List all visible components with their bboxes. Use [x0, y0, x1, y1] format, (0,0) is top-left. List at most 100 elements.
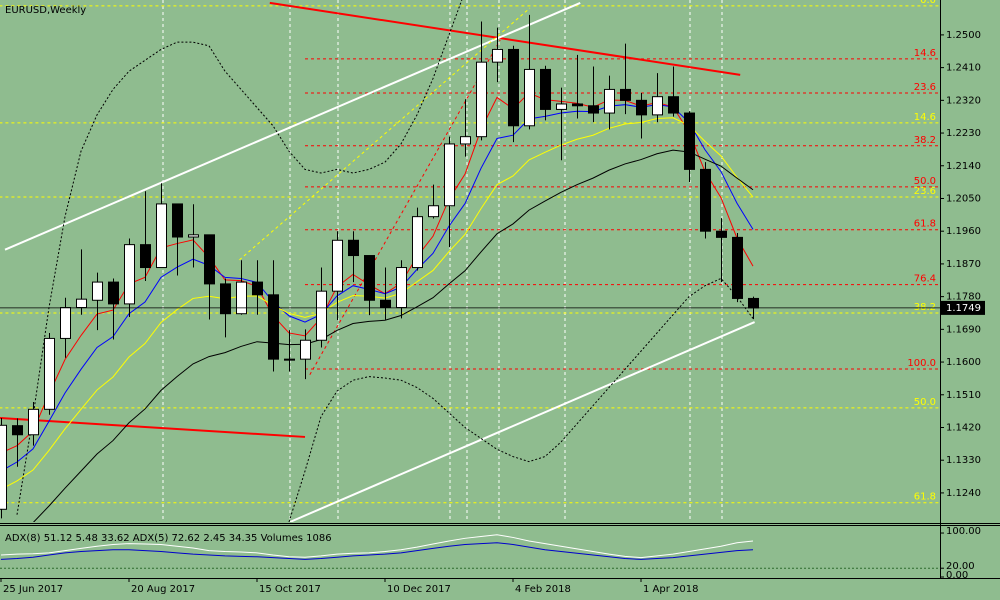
last-price-box: [941, 300, 985, 315]
candle-body: [748, 297, 759, 309]
indicator-label: ADX(8) 51.12 5.48 33.62 ADX(5) 72.62 2.4…: [5, 533, 332, 544]
candle-body: [252, 281, 263, 296]
candle-body: [604, 88, 615, 114]
x-tick-label: 4 Feb 2018: [515, 584, 571, 595]
candle-body: [60, 307, 71, 339]
y-tick-label: 1.2230: [946, 128, 981, 139]
y-tick-label: 1.2320: [946, 95, 981, 106]
candle-body: [348, 239, 359, 257]
fib-label: 0.0: [920, 0, 936, 6]
x-tick-label: 1 Apr 2018: [643, 584, 698, 595]
trend-line: [0, 417, 306, 438]
adx-line: [0, 542, 754, 560]
y-tick-label: 1.1420: [946, 422, 981, 433]
candle-body: [140, 244, 151, 269]
fib-label: 61.8: [914, 492, 936, 503]
price-pane: 0.0 14.6 23.6 38.2 50.0 61.8 14.6 23.6 38.2 50.0 6…: [0, 0, 940, 522]
fib-label: 23.6: [914, 82, 936, 93]
y-tick-label: 1.1870: [946, 259, 981, 270]
fib-label: 38.2: [914, 302, 936, 313]
y-tick-label: 1.1330: [946, 455, 981, 466]
candle-body: [12, 425, 23, 436]
candle-body: [396, 267, 407, 309]
candle-body: [476, 61, 487, 138]
candle-body: [220, 283, 231, 315]
y-tick-label: 1.2410: [946, 63, 981, 74]
candle-body: [508, 48, 519, 127]
y-tick-label: 1.1780: [946, 292, 981, 303]
candle-body: [124, 244, 135, 305]
x-tick-label: 10 Dec 2017: [387, 584, 451, 595]
fib-label: 50.0: [914, 176, 936, 187]
trend-line: [309, 39, 501, 376]
candle-body: [108, 281, 119, 305]
trend-line: [269, 1, 741, 76]
indicator-tick-label: 100.00: [946, 526, 981, 537]
candle-body: [188, 234, 199, 238]
candle-body: [28, 408, 39, 436]
last-price-label: 1.1749: [946, 303, 981, 314]
candle-body: [0, 424, 7, 510]
candle-body: [364, 255, 375, 301]
indicator-line: [0, 104, 754, 472]
candle-body: [556, 103, 567, 110]
x-tick-label: 20 Aug 2017: [131, 584, 195, 595]
candle-body: [652, 96, 663, 116]
candle-body: [620, 88, 631, 101]
y-tick-label: 1.2050: [946, 193, 981, 204]
candle-body: [444, 143, 455, 207]
fib-label: 38.2: [914, 135, 936, 146]
y-tick-label: 1.2500: [946, 30, 981, 41]
y-tick-label: 1.1240: [946, 488, 981, 499]
y-tick-label: 1.2140: [946, 161, 981, 172]
candle-body: [428, 205, 439, 218]
indicator-line: [33, 149, 754, 522]
candle-body: [156, 203, 167, 269]
candle-body: [572, 103, 583, 107]
candle-body: [460, 136, 471, 145]
candle-body: [172, 203, 183, 238]
candle-body: [716, 230, 727, 238]
candle-body: [700, 168, 711, 232]
indicator-line: [288, 277, 754, 522]
candle-body: [204, 234, 215, 285]
candle-body: [732, 236, 743, 299]
fib-label: 76.4: [914, 274, 936, 285]
candle-body: [492, 48, 503, 63]
candle-body: [588, 105, 599, 114]
candle-body: [668, 96, 679, 114]
candle-body: [92, 281, 103, 301]
trend-line: [289, 321, 755, 522]
fib-label: 23.6: [914, 186, 936, 197]
fib-label: 50.0: [914, 397, 936, 408]
candle-body: [524, 68, 535, 127]
indicator-pane: [0, 534, 940, 569]
y-tick-label: 1.1510: [946, 390, 981, 401]
indicator-line: [0, 117, 754, 490]
x-tick-label: 15 Oct 2017: [259, 584, 321, 595]
candle-body: [332, 239, 343, 292]
candle-body: [684, 112, 695, 170]
fib-label: 14.6: [914, 112, 936, 123]
candle-body: [44, 337, 55, 410]
adx-line: [0, 534, 754, 559]
candle-body: [636, 99, 647, 116]
fib-label: 14.6: [914, 48, 936, 59]
candle-body: [540, 68, 551, 110]
fib-label: 100.0: [907, 358, 936, 369]
y-tick-label: 1.1690: [946, 324, 981, 335]
candle-body: [300, 339, 311, 360]
candle-body: [284, 358, 295, 361]
fib-label: 61.8: [914, 219, 936, 230]
candle-body: [380, 299, 391, 309]
candle-body: [316, 290, 327, 341]
trend-line: [4, 1, 581, 251]
y-tick-label: 1.1600: [946, 357, 981, 368]
chart-title: EURUSD,Weekly: [5, 5, 86, 16]
candle-body: [236, 281, 247, 315]
candle-body: [412, 216, 423, 269]
